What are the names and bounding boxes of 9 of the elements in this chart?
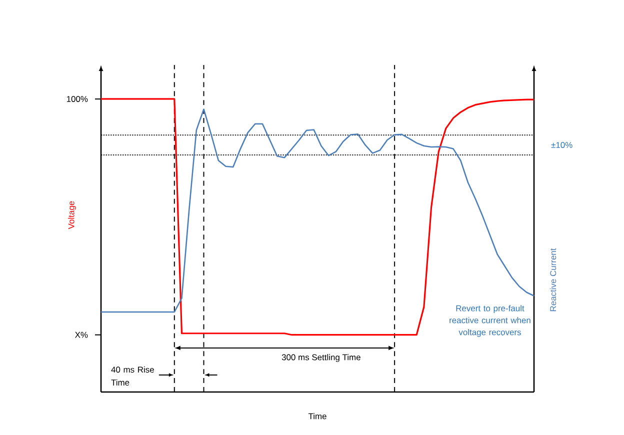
annotation: Revert to pre-fault reactive current when voltage recovers	[450, 305, 530, 337]
y2-axis-title: Reactive Current	[550, 248, 556, 312]
annotation: 300 ms Settling Time	[282, 354, 360, 362]
text: 100%	[66, 96, 88, 102]
annotation: 40 ms Rise Time	[111, 366, 154, 386]
text: X%	[74, 332, 88, 338]
x-axis-title: Time	[308, 413, 326, 420]
y-axis-title: Voltage	[68, 201, 76, 230]
text: ±10%	[551, 142, 572, 148]
